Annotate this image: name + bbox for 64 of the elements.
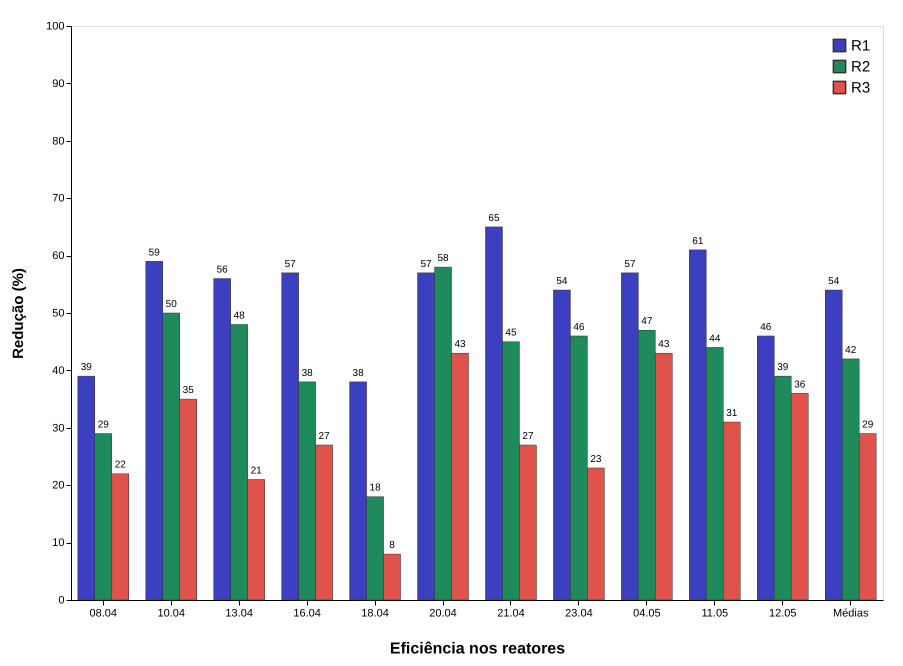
legend-label: R2 [851,58,870,76]
y-tick-label: 40 [52,364,64,377]
data-label: 43 [658,339,670,350]
data-label: 18 [370,482,382,494]
data-label: 47 [641,316,653,328]
data-label: 43 [454,339,466,350]
data-label: 21 [250,465,262,476]
data-label: 54 [556,276,568,288]
x-tick-label: 23.04 [565,608,593,620]
data-label: 61 [692,236,704,247]
y-tick-label: 80 [52,135,64,148]
data-label: 54 [828,276,840,288]
x-tick-label: 18.04 [361,608,389,620]
y-tick-label: 20 [52,480,64,492]
x-tick-label: 13.04 [225,608,253,620]
data-label: 57 [284,258,296,270]
x-axis-title: Eficiência nos reatores [390,640,566,658]
y-tick-label: 0 [58,594,64,606]
x-tick-label: 10.04 [157,608,185,620]
data-label: 38 [352,368,364,379]
legend-label: R3 [851,80,870,96]
y-axis-title: Redução (%) [10,268,28,359]
data-label: 39 [777,362,789,374]
data-label: 29 [862,420,874,431]
x-tick-label: 21.04 [497,608,525,620]
y-tick-label: 100 [46,20,64,32]
data-label: 65 [488,212,500,224]
data-label: 38 [302,368,314,379]
data-label: 27 [318,431,330,442]
data-label: 50 [166,299,178,310]
data-label: 44 [709,333,721,344]
x-tick-label: 12.05 [769,608,797,620]
data-label: 29 [98,420,110,431]
data-label: 27 [522,431,534,442]
data-label: 42 [845,344,857,356]
data-label: 58 [437,253,450,264]
data-label: 23 [590,454,602,465]
x-tick-label: 16.04 [293,608,321,620]
data-label: 39 [80,362,92,374]
data-label: 57 [624,258,636,270]
y-tick-label: 60 [52,250,64,262]
data-label: 48 [234,310,246,322]
y-tick-label: 30 [52,422,64,434]
x-tick-label: 11.05 [701,608,728,620]
x-tick-label: 08.04 [90,608,118,620]
legend-label: R1 [851,38,870,54]
y-tick-label: 90 [52,78,64,90]
data-label: 46 [573,322,585,333]
data-label: 57 [420,258,432,270]
data-label: 22 [114,460,126,471]
data-label: 46 [760,322,772,333]
y-tick-label: 50 [52,308,64,320]
data-label: 31 [726,408,738,420]
data-label: 56 [216,264,228,276]
data-label: 8 [389,540,396,552]
data-label: 35 [182,385,194,396]
data-label: 36 [794,379,806,390]
y-tick-label: 10 [52,537,64,550]
data-label: 59 [148,247,160,258]
y-tick-label: 70 [52,192,64,205]
x-tick-label: Médias [832,608,869,620]
data-label: 45 [505,328,517,339]
x-tick-label: 20.04 [429,608,457,620]
x-tick-label: 04.05 [633,608,661,620]
